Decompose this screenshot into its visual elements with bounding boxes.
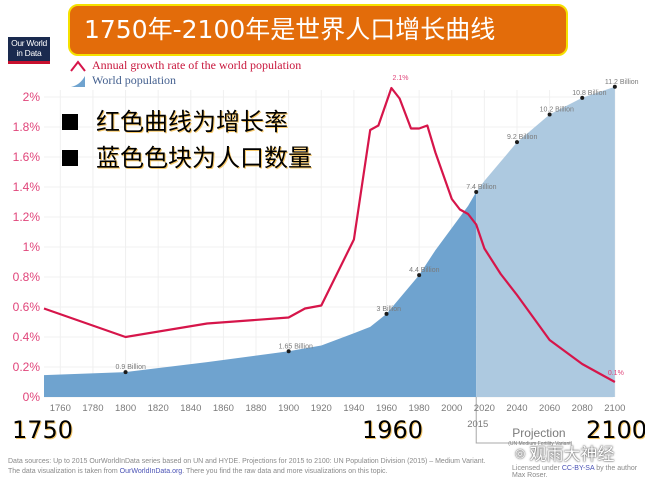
population-point[interactable] — [417, 273, 422, 278]
x-tick-label: 1940 — [343, 403, 364, 414]
projection-marker — [475, 397, 572, 444]
x-tick-label: 2060 — [539, 403, 560, 414]
y-tick-label: 1.4% — [13, 180, 41, 194]
owid-link[interactable]: OurWorldInData.org — [119, 468, 183, 475]
x-tick-label: 1760 — [50, 403, 71, 414]
x-tick-label: 1920 — [311, 403, 332, 414]
population-point[interactable] — [123, 370, 128, 375]
x-tick-label: 1820 — [148, 403, 169, 414]
population-label: 7.4 Billion — [466, 184, 496, 191]
big-year-end: 2100 — [586, 416, 645, 444]
square-bullet-icon — [62, 114, 78, 130]
population-label: 3 Billion — [377, 306, 402, 313]
x-tick-label: 2080 — [572, 403, 593, 414]
population-point[interactable] — [547, 112, 552, 117]
x-tick-label: 2100 — [604, 403, 625, 414]
x-tick-label: 1880 — [245, 403, 266, 414]
x-tick-label: 1840 — [180, 403, 201, 414]
projection-label: Projection — [512, 426, 565, 440]
population-point[interactable] — [474, 190, 479, 195]
annotation-bullets: 红色曲线为增长率 蓝色色块为人口数量 — [62, 104, 312, 176]
cc-by-sa-link[interactable]: CC-BY-SA — [561, 465, 595, 472]
x-tick-label: 1980 — [409, 403, 430, 414]
population-point[interactable] — [384, 311, 389, 316]
population-label: 4.4 Billion — [409, 267, 439, 274]
x-tick-label: 2040 — [506, 403, 527, 414]
growth-peak-label: 2.1% — [393, 75, 409, 82]
legend-item-growth: Annual growth rate of the world populati… — [70, 58, 301, 73]
x-tick-label: 2020 — [474, 403, 495, 414]
population-point[interactable] — [514, 140, 519, 145]
bullet-item: 蓝色色块为人口数量 — [62, 140, 312, 176]
y-tick-label: 0% — [23, 390, 41, 404]
y-tick-label: 1.8% — [13, 120, 41, 134]
x-tick-label: 1960 — [376, 403, 397, 414]
population-point[interactable] — [612, 84, 617, 89]
growth-rate-line[interactable] — [43, 86, 616, 383]
x-tick-label: 1780 — [82, 403, 103, 414]
wechat-icon: ◎ — [515, 445, 526, 460]
projection-year-label: 2015 — [467, 419, 488, 430]
population-area-historic — [44, 192, 477, 397]
growth-line-icon — [70, 59, 86, 72]
population-label: 9.2 Billion — [507, 134, 537, 141]
big-year-middle: 1960 — [362, 416, 424, 444]
bullet-item: 红色曲线为增长率 — [62, 104, 312, 140]
our-world-in-data-logo[interactable]: Our World in Data — [8, 37, 50, 64]
growth-end-label: 0.1% — [608, 370, 624, 377]
population-label: 10.8 Billion — [572, 90, 606, 97]
population-label: 0.9 Billion — [116, 364, 146, 371]
y-tick-label: 0.6% — [13, 300, 41, 314]
projection-sublabel: (UN Medium Fertility Variant) — [508, 441, 572, 447]
data-sources-footer: Data sources: Up to 2015 OurWorldInData … — [8, 458, 486, 475]
title-banner: 1750年-2100年是世界人口增长曲线 — [68, 4, 568, 56]
x-tick-label: 1900 — [278, 403, 299, 414]
y-tick-label: 0.4% — [13, 330, 41, 344]
watermark: ◎ 观雨大神经 — [515, 445, 615, 465]
population-area-icon — [71, 75, 85, 87]
x-tick-label: 2000 — [441, 403, 462, 414]
y-tick-label: 1% — [23, 240, 41, 254]
x-tick-label: 1800 — [115, 403, 136, 414]
population-point[interactable] — [580, 95, 585, 100]
y-tick-label: 0.2% — [13, 360, 41, 374]
y-tick-label: 0.8% — [13, 270, 41, 284]
population-label: 1.65 Billion — [279, 343, 313, 350]
population-area-projection — [476, 86, 615, 398]
population-point[interactable] — [286, 349, 291, 354]
y-tick-label: 1.2% — [13, 210, 41, 224]
license-note: Licensed under CC-BY-SA by the author Ma… — [512, 465, 638, 479]
x-tick-label: 1860 — [213, 403, 234, 414]
y-tick-label: 1.6% — [13, 150, 41, 164]
y-tick-label: 2% — [23, 90, 41, 104]
square-bullet-icon — [62, 150, 78, 166]
big-year-start: 1750 — [12, 416, 74, 444]
chart-legend: Annual growth rate of the world populati… — [70, 58, 301, 88]
legend-item-population: World population — [70, 73, 301, 88]
population-label: 11.2 Billion — [605, 79, 639, 86]
population-label: 10.2 Billion — [540, 106, 574, 113]
